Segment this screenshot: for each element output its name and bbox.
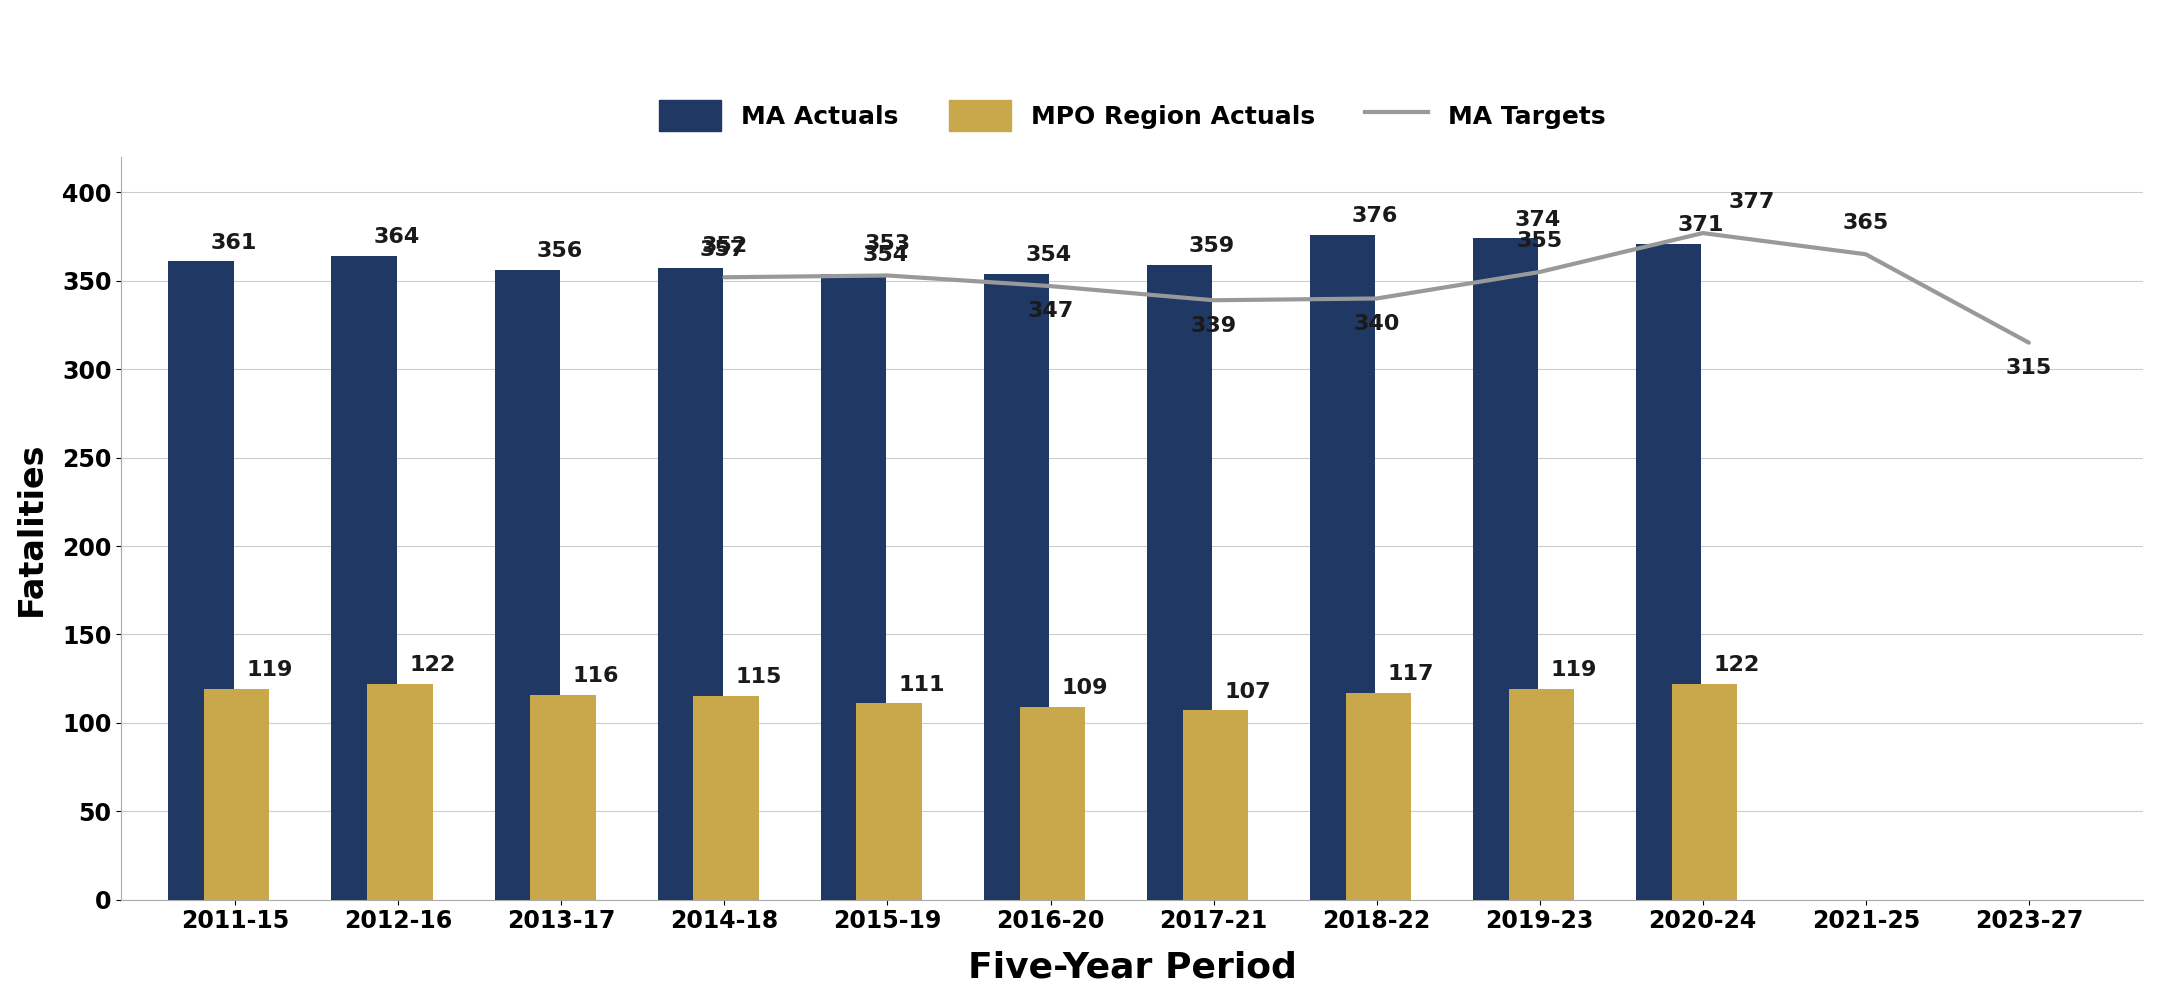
Text: 116: 116 [572,665,619,685]
Bar [658,269,723,900]
X-axis label: Five-Year Period: Five-Year Period [967,950,1297,984]
Bar [984,274,1049,900]
Legend: MA Actuals, MPO Region Actuals, MA Targets: MA Actuals, MPO Region Actuals, MA Targe… [645,88,1618,144]
Text: 354: 354 [1025,245,1073,265]
Text: 107: 107 [1224,681,1271,701]
Text: 356: 356 [537,242,583,262]
Bar [1474,239,1539,900]
Bar [1672,684,1737,900]
Bar [205,689,270,900]
Text: 353: 353 [865,235,911,255]
Text: 352: 352 [701,236,747,256]
Text: 377: 377 [1729,192,1774,212]
Text: 347: 347 [1027,302,1075,322]
Text: 109: 109 [1062,678,1107,698]
Bar [820,274,885,900]
Text: 117: 117 [1388,664,1435,684]
Bar [168,262,233,900]
Text: 115: 115 [736,667,781,687]
Text: 365: 365 [1843,213,1888,233]
Bar [693,696,760,900]
Text: 361: 361 [211,233,257,253]
Text: 357: 357 [699,240,747,260]
Y-axis label: Fatalities: Fatalities [15,442,47,615]
Text: 119: 119 [246,660,293,680]
Text: 355: 355 [1517,231,1562,251]
Text: 111: 111 [898,674,945,694]
Text: 340: 340 [1353,314,1401,334]
Bar [332,256,397,900]
Text: 122: 122 [1713,655,1761,675]
Text: 371: 371 [1679,215,1724,235]
Text: 119: 119 [1552,660,1597,680]
Text: 339: 339 [1191,316,1237,336]
Text: 374: 374 [1515,210,1560,230]
Bar [1019,707,1085,900]
Text: 364: 364 [373,227,421,247]
Bar [1508,689,1573,900]
Bar [857,703,921,900]
Bar [531,694,596,900]
Text: 376: 376 [1351,206,1398,226]
Bar [1310,235,1375,900]
Bar [1183,710,1247,900]
Bar [494,270,559,900]
Bar [1636,244,1701,900]
Text: 122: 122 [410,655,455,675]
Bar [1146,265,1213,900]
Text: 354: 354 [863,245,909,265]
Bar [367,684,432,900]
Bar [1347,692,1411,900]
Text: 315: 315 [2005,358,2052,378]
Text: 359: 359 [1189,236,1234,256]
